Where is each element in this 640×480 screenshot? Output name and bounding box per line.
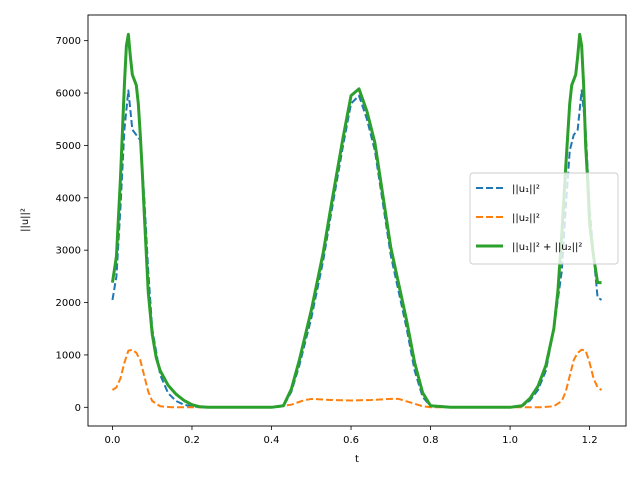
- series-u2-line: [111, 348, 603, 409]
- series-layer: [110, 32, 603, 409]
- legend-label-u1: ||u₁||²: [512, 184, 540, 195]
- y-tick-label: 3000: [56, 246, 81, 257]
- legend: ||u₁||² ||u₂||² ||u₁||² + ||u₂||²: [469, 172, 619, 265]
- y-axis-label: ||u||²: [20, 208, 31, 232]
- x-axis-label: t: [355, 454, 359, 465]
- legend-label-u2: ||u₂||²: [512, 213, 540, 224]
- x-tick-label: 0.0: [105, 435, 121, 446]
- legend-label-sum: ||u₁||² + ||u₂||²: [512, 242, 582, 253]
- y-tick-label: 7000: [56, 36, 81, 47]
- x-tick-label: 0.4: [264, 435, 280, 446]
- legend-box: [469, 172, 619, 265]
- y-tick-label: 2000: [56, 298, 81, 309]
- y-axis: 0 1000 2000 3000 4000 5000 6000 7000: [56, 36, 88, 414]
- y-tick-label: 4000: [56, 193, 81, 204]
- x-tick-label: 1.2: [582, 435, 598, 446]
- series-sum-line: [110, 32, 602, 409]
- y-tick-label: 5000: [56, 141, 81, 152]
- x-tick-label: 0.6: [343, 435, 359, 446]
- x-tick-label: 0.8: [423, 435, 439, 446]
- x-tick-label: 1.0: [502, 435, 518, 446]
- x-axis: 0.0 0.2 0.4 0.6 0.8 1.0 1.2: [105, 426, 598, 446]
- axes-frame: [87, 14, 627, 427]
- y-tick-label: 6000: [56, 89, 81, 100]
- x-tick-label: 0.2: [184, 435, 200, 446]
- y-tick-label: 0: [75, 403, 81, 414]
- y-tick-label: 1000: [56, 350, 81, 361]
